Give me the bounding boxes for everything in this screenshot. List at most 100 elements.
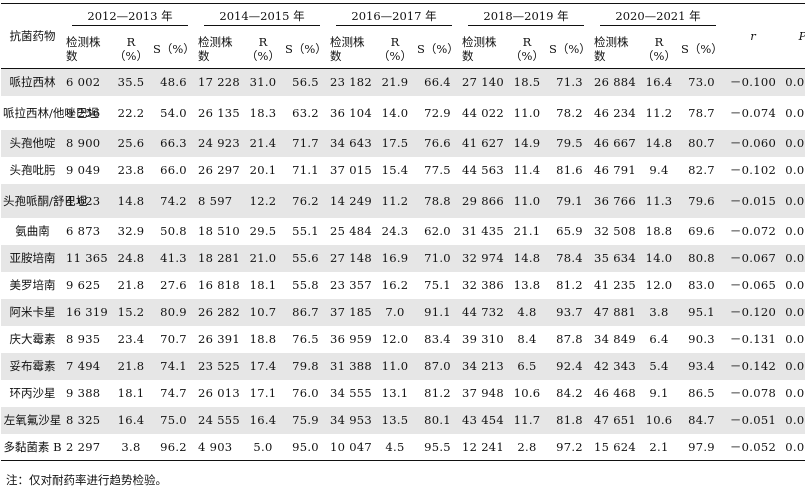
susceptibility-cell: 95.5 — [424, 439, 451, 454]
susceptibility-cell: 93.4 — [679, 352, 724, 380]
drug-name: 哌拉西林/他唑巴坦 — [3, 105, 99, 120]
susceptibility-subheader: S（%） — [681, 42, 723, 56]
resistance-cell: 14.8 — [507, 244, 547, 272]
resistance-cell: 31.0 — [243, 68, 283, 96]
r-cell: －0.102 — [729, 163, 777, 177]
susceptibility-cell: 87.0 — [415, 352, 460, 380]
resistance-cell: 17.5 — [375, 129, 415, 157]
susceptibility-cell: 95.1 — [679, 298, 724, 326]
r-cell: －0.074 — [729, 105, 777, 120]
drug-name: 左氧氟沙星 — [1, 406, 64, 434]
resistance-cell: 10.7 — [243, 298, 283, 326]
resistance-cell: 18.8 — [645, 224, 673, 238]
resistance-cell: 17.4 — [243, 352, 283, 380]
count-cell: 35 634 — [592, 244, 639, 272]
count-cell: 32 508 — [594, 224, 637, 238]
drug-name: 哌拉西林 — [1, 68, 64, 96]
resistance-cell: 14.8 — [111, 183, 151, 218]
count-cell: 18 510 — [198, 224, 241, 238]
count-subheader: 检测株数 — [66, 35, 101, 63]
susceptibility-cell: 91.1 — [415, 298, 460, 326]
resistance-cell: 7.0 — [375, 298, 415, 326]
count-cell: 11 365 — [64, 244, 111, 272]
susceptibility-cell: 74.7 — [160, 386, 187, 400]
susceptibility-cell: 75.1 — [424, 278, 451, 292]
susceptibility-subheader: S（%） — [549, 42, 591, 56]
count-cell: 34 555 — [330, 386, 373, 400]
resistance-cell: 25.6 — [111, 129, 151, 157]
susceptibility-cell: 62.0 — [424, 224, 451, 238]
count-cell: 34 213 — [460, 352, 507, 380]
count-cell: 46 667 — [592, 129, 639, 157]
susceptibility-cell: 65.9 — [556, 224, 583, 238]
count-cell: 46 468 — [594, 386, 637, 400]
p-cell: 0.001 — [785, 105, 805, 120]
susceptibility-cell: 55.1 — [292, 224, 319, 238]
count-cell: 10 047 — [330, 439, 373, 454]
count-cell: 41 235 — [594, 278, 637, 292]
count-cell: 26 884 — [592, 68, 639, 96]
table-row: 头孢他啶 8 900 25.6 66.3 24 923 21.4 71.7 34 643 17.… — [1, 129, 805, 157]
susceptibility-cell: 50.8 — [160, 224, 187, 238]
resistance-cell: 21.1 — [513, 224, 541, 238]
resistance-cell: 11.0 — [513, 105, 541, 120]
count-cell: 4 903 — [198, 439, 233, 454]
table-row: 美罗培南 9 625 21.8 27.6 16 818 18.1 55.8 23 357 16.… — [1, 272, 805, 299]
susceptibility-cell: 81.8 — [547, 406, 592, 434]
count-cell: 8 597 — [196, 183, 243, 218]
resistance-cell: 12.0 — [381, 332, 409, 346]
resistance-cell: 9.1 — [649, 386, 669, 400]
r-cell: －0.015 — [724, 183, 782, 218]
resistance-subheader: R（%） — [246, 35, 280, 63]
susceptibility-cell: 86.7 — [283, 298, 328, 326]
count-cell: 44 732 — [460, 298, 507, 326]
drug-column-header: 抗菌药物 — [9, 29, 56, 43]
count-cell: 4 623 — [64, 183, 111, 218]
count-cell: 12 241 — [462, 439, 505, 454]
r-cell: －0.051 — [724, 406, 782, 434]
susceptibility-cell: 75.0 — [151, 406, 196, 434]
p-cell: 0.001 — [785, 386, 805, 400]
resistance-cell: 21.8 — [111, 352, 151, 380]
count-cell: 7 494 — [64, 352, 111, 380]
p-cell: 0.001 — [785, 332, 805, 346]
count-cell: 36 766 — [592, 183, 639, 218]
count-subheader: 检测株数 — [330, 35, 365, 63]
resistance-subheader: R（%） — [642, 35, 676, 63]
table-row: 亚胺培南 11 365 24.8 41.3 18 281 21.0 55.6 27 148 16… — [1, 244, 805, 272]
susceptibility-cell: 76.6 — [415, 129, 460, 157]
count-cell: 36 959 — [330, 332, 373, 346]
susceptibility-cell: 84.2 — [556, 386, 583, 400]
count-cell: 47 881 — [592, 298, 639, 326]
susceptibility-cell: 80.8 — [679, 244, 724, 272]
susceptibility-cell: 75.9 — [283, 406, 328, 434]
resistance-cell: 11.0 — [375, 352, 415, 380]
resistance-cell: 13.5 — [375, 406, 415, 434]
count-cell: 44 563 — [462, 163, 505, 177]
period-label: 2014—2015 年 — [204, 9, 320, 26]
resistance-cell: 35.5 — [111, 68, 151, 96]
susceptibility-cell: 80.9 — [151, 298, 196, 326]
susceptibility-cell: 81.6 — [556, 163, 583, 177]
count-cell: 9 625 — [66, 278, 101, 292]
susceptibility-cell: 70.7 — [160, 332, 187, 346]
count-cell: 44 022 — [462, 105, 505, 120]
count-cell: 27 140 — [460, 68, 507, 96]
drug-name: 氨曲南 — [15, 224, 50, 238]
count-cell: 25 484 — [330, 224, 373, 238]
count-cell: 37 948 — [462, 386, 505, 400]
resistance-cell: 18.3 — [249, 105, 277, 120]
count-cell: 8 900 — [64, 129, 111, 157]
resistance-cell: 14.0 — [381, 105, 409, 120]
count-cell: 9 049 — [66, 163, 101, 177]
resistance-cell: 21.9 — [375, 68, 415, 96]
count-cell: 31 435 — [462, 224, 505, 238]
count-cell: 26 391 — [198, 332, 241, 346]
period-label: 2012—2013 年 — [72, 9, 188, 26]
count-cell: 23 182 — [328, 68, 375, 96]
resistance-cell: 20.1 — [249, 163, 277, 177]
susceptibility-cell: 78.7 — [688, 105, 715, 120]
susceptibility-cell: 73.0 — [679, 68, 724, 96]
resistance-cell: 6.5 — [507, 352, 547, 380]
susceptibility-cell: 78.4 — [547, 244, 592, 272]
